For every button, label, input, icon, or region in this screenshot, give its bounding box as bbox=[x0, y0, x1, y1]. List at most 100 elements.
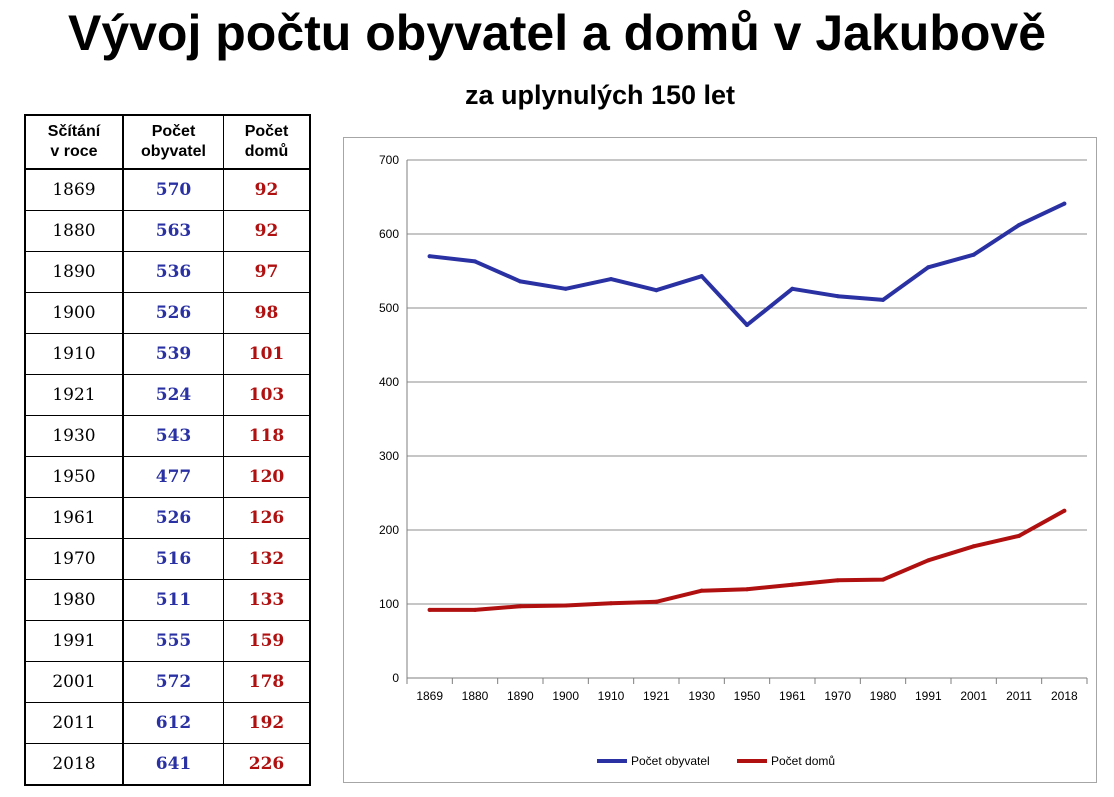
data-point bbox=[563, 603, 568, 608]
data-point bbox=[699, 588, 704, 593]
x-tick-label: 1921 bbox=[643, 689, 670, 703]
year-cell: 1950 bbox=[24, 456, 124, 498]
population-cell: 641 bbox=[122, 743, 224, 786]
year-cell: 1900 bbox=[24, 292, 124, 334]
year-cell: 2018 bbox=[24, 743, 124, 786]
data-point bbox=[518, 604, 523, 609]
data-point bbox=[699, 274, 704, 279]
x-tick-label: 1961 bbox=[779, 689, 806, 703]
year-cell: 1930 bbox=[24, 415, 124, 457]
data-point bbox=[609, 277, 613, 282]
population-cell: 539 bbox=[122, 333, 224, 375]
table-row: 1961 526 126 bbox=[24, 497, 311, 539]
data-point bbox=[1017, 223, 1021, 228]
data-point bbox=[835, 578, 840, 583]
houses-cell: 178 bbox=[223, 661, 311, 703]
data-point bbox=[926, 265, 931, 270]
header-population-line1: Počet bbox=[151, 123, 196, 140]
data-point bbox=[790, 582, 795, 587]
houses-cell: 101 bbox=[223, 333, 311, 375]
x-tick-label: 1880 bbox=[462, 689, 489, 703]
population-cell: 563 bbox=[122, 210, 224, 252]
page-title: Vývoj počtu obyvatel a domů v Jakubově bbox=[67, 5, 1047, 61]
population-cell: 477 bbox=[122, 456, 224, 498]
population-cell: 536 bbox=[122, 251, 224, 293]
y-tick-label: 100 bbox=[379, 597, 399, 611]
houses-cell: 92 bbox=[223, 210, 311, 252]
data-point bbox=[745, 323, 749, 328]
data-point bbox=[790, 286, 795, 291]
data-point bbox=[745, 587, 749, 592]
population-cell: 524 bbox=[122, 374, 224, 416]
table-row: 1930 543 118 bbox=[24, 415, 311, 457]
table-row: 2011 612 192 bbox=[24, 702, 311, 744]
year-cell: 1869 bbox=[24, 168, 124, 211]
table-row: 1869 570 92 bbox=[24, 168, 311, 211]
population-cell: 572 bbox=[122, 661, 224, 703]
year-cell: 1991 bbox=[24, 620, 124, 662]
legend-label: Počet obyvatel bbox=[631, 754, 710, 768]
x-tick-label: 1869 bbox=[416, 689, 443, 703]
houses-cell: 132 bbox=[223, 538, 311, 580]
houses-cell: 120 bbox=[223, 456, 311, 498]
table-row: 1880 563 92 bbox=[24, 210, 311, 252]
header-year-line1: Sčítání bbox=[47, 123, 101, 140]
population-cell: 555 bbox=[122, 620, 224, 662]
x-tick-label: 1991 bbox=[915, 689, 942, 703]
y-tick-label: 200 bbox=[379, 523, 399, 537]
houses-cell: 103 bbox=[223, 374, 311, 416]
houses-cell: 133 bbox=[223, 579, 311, 621]
year-cell: 1910 bbox=[24, 333, 124, 375]
houses-cell: 226 bbox=[223, 743, 311, 786]
year-cell: 2001 bbox=[24, 661, 124, 703]
houses-cell: 92 bbox=[223, 168, 311, 211]
year-cell: 1980 bbox=[24, 579, 124, 621]
data-point bbox=[971, 252, 976, 257]
table-row: 1991 555 159 bbox=[24, 620, 311, 662]
x-tick-label: 1930 bbox=[688, 689, 715, 703]
header-population-line2: obyvatel bbox=[141, 143, 206, 160]
table-row: 1970 516 132 bbox=[24, 538, 311, 580]
data-point bbox=[427, 254, 432, 259]
series-line-0 bbox=[427, 201, 1067, 327]
data-point bbox=[654, 288, 659, 293]
houses-cell: 126 bbox=[223, 497, 311, 539]
header-houses-line1: Počet bbox=[244, 123, 289, 140]
houses-cell: 97 bbox=[223, 251, 311, 293]
header-houses-line2: domů bbox=[244, 143, 289, 160]
table-body: 1869 570 92 1880 563 92 1890 536 97 1900 526 98 1910… bbox=[24, 168, 311, 786]
y-tick-label: 700 bbox=[379, 153, 399, 167]
series-line-1 bbox=[427, 508, 1067, 612]
data-point bbox=[427, 607, 432, 612]
year-cell: 1880 bbox=[24, 210, 124, 252]
population-cell: 526 bbox=[122, 292, 224, 334]
x-tick-label: 2011 bbox=[1006, 689, 1032, 703]
line-chart: 0 100 200 300 400 500 600 700 1869 1880 1890 1900 19… bbox=[379, 153, 1088, 768]
population-cell: 612 bbox=[122, 702, 224, 744]
legend-label: Počet domů bbox=[771, 754, 835, 768]
y-tick-label: 500 bbox=[379, 301, 399, 315]
population-cell: 543 bbox=[122, 415, 224, 457]
population-cell: 526 bbox=[122, 497, 224, 539]
census-table: Sčítání v roce Počet obyvatel Počet domů… bbox=[24, 114, 311, 786]
population-cell: 570 bbox=[122, 168, 224, 211]
data-point bbox=[971, 544, 976, 549]
y-tick-label: 300 bbox=[379, 449, 399, 463]
population-cell: 516 bbox=[122, 538, 224, 580]
data-point bbox=[563, 286, 568, 291]
houses-cell: 159 bbox=[223, 620, 311, 662]
header-year: Sčítání v roce bbox=[24, 114, 124, 170]
y-tick-label: 400 bbox=[379, 375, 399, 389]
data-point bbox=[654, 599, 659, 604]
data-point bbox=[835, 294, 840, 299]
year-cell: 1970 bbox=[24, 538, 124, 580]
x-tick-label: 1980 bbox=[870, 689, 897, 703]
y-tick-label: 600 bbox=[379, 227, 399, 241]
header-population: Počet obyvatel bbox=[122, 114, 224, 170]
houses-cell: 118 bbox=[223, 415, 311, 457]
chart-area: 0 100 200 300 400 500 600 700 1869 1880 1890 1900 19… bbox=[343, 137, 1097, 783]
data-point bbox=[473, 607, 477, 612]
x-tick-label: 1910 bbox=[598, 689, 625, 703]
population-cell: 511 bbox=[122, 579, 224, 621]
data-point bbox=[881, 297, 885, 302]
